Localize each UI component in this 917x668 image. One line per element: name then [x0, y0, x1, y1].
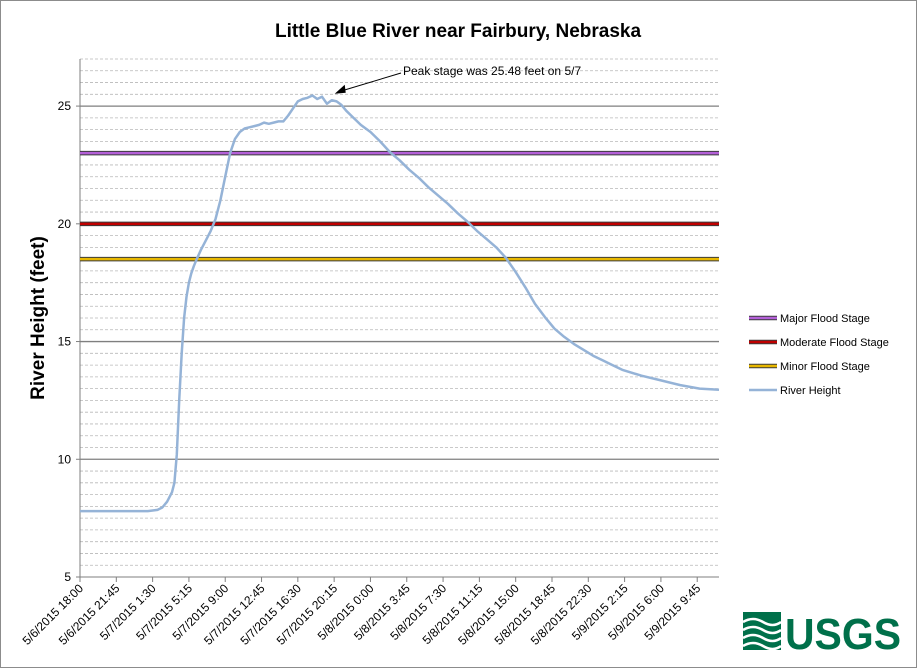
- y-tick-label: 5: [64, 570, 71, 584]
- legend-label: Minor Flood Stage: [780, 361, 870, 373]
- x-tick-label: 5/6/2015 18:00: [20, 581, 87, 648]
- river-height-line: [80, 94, 720, 513]
- peak-annotation: Peak stage was 25.48 feet on 5/7: [403, 64, 581, 78]
- y-tick-label: 20: [58, 217, 72, 231]
- chart-title: Little Blue River near Fairbury, Nebrask…: [275, 21, 641, 42]
- legend: Major Flood Stage Moderate Flood Stage Min…: [749, 313, 889, 397]
- usgs-logo-text: USGS: [785, 610, 901, 654]
- legend-label: Major Flood Stage: [780, 313, 870, 325]
- legend-label: Moderate Flood Stage: [780, 337, 889, 349]
- usgs-logo: USGS: [742, 610, 901, 654]
- grid-layer: [80, 58, 719, 566]
- y-tick-label: 15: [58, 335, 72, 349]
- y-tick-label: 25: [58, 99, 72, 113]
- y-axis-label: River Height (feet): [28, 236, 49, 400]
- y-tick-label: 10: [58, 452, 72, 466]
- annotation-arrow-line: [338, 72, 402, 93]
- legend-label: River Height: [780, 385, 841, 397]
- series-layer: [80, 94, 720, 513]
- annotation-arrowhead: [334, 84, 346, 94]
- annotation-layer: Peak stage was 25.48 feet on 5/7: [334, 64, 581, 94]
